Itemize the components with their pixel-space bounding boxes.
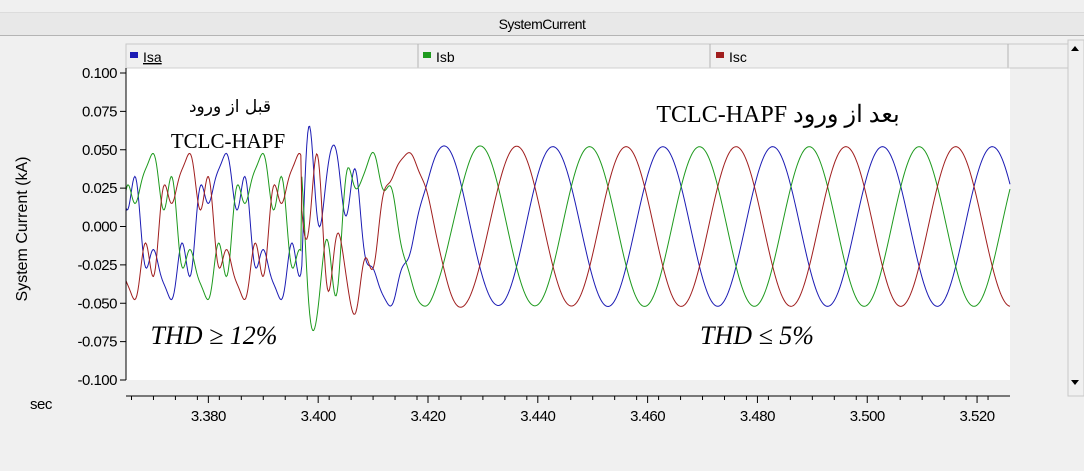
annotation-after: بعد از ورود TCLC-HAPF: [656, 102, 899, 128]
x-tick-label: 3.440: [520, 408, 555, 425]
legend-label-isb: Isb: [436, 49, 455, 65]
y-tick-label: -0.100: [77, 372, 117, 389]
scroll-down-icon[interactable]: [1071, 380, 1079, 385]
x-tick-label: 3.520: [960, 408, 995, 425]
y-tick-label: 0.025: [82, 180, 117, 197]
legend-label-isa: Isa: [143, 49, 162, 65]
x-tick-label: 3.500: [850, 408, 885, 425]
x-axis-label: sec: [30, 396, 53, 413]
series-layer: [125, 125, 1011, 332]
series-line-isa: [125, 125, 1011, 307]
scroll-up-icon[interactable]: [1071, 46, 1079, 51]
x-ticks: 3.380 3.400 3.420 3.440 3.460 3.480 3.500 3.520: [130, 396, 995, 425]
annotation-before-farsi: قبل از ورود: [189, 97, 271, 117]
x-tick-label: 3.460: [630, 408, 665, 425]
legend-bar: Isa Isb Isc: [125, 43, 1073, 69]
x-tick-label: 3.400: [301, 408, 336, 425]
y-tick-label: 0.050: [82, 142, 117, 159]
legend-label-isc: Isc: [729, 49, 747, 65]
series-line-isb: [125, 145, 1011, 332]
annotation-thd-before: THD ≥ 12%: [151, 321, 278, 350]
y-axis-label: System Current (kA): [14, 157, 31, 302]
legend-item-isa[interactable]: Isa: [130, 49, 162, 65]
legend-item-isb[interactable]: Isb: [423, 49, 455, 65]
y-tick-label: 0.075: [82, 103, 117, 120]
window-title: SystemCurrent: [0, 12, 1084, 36]
x-tick-label: 3.480: [740, 408, 775, 425]
annotation-before-device: TCLC-HAPF: [171, 129, 285, 153]
x-tick-label: 3.420: [410, 408, 445, 425]
series-line-isc: [125, 145, 1011, 315]
y-tick-label: 0.000: [82, 219, 117, 236]
y-ticks: 0.100 0.075 0.050 0.025 0.000 -0.025 -0.050 -0.…: [77, 65, 126, 389]
plot-area: [126, 68, 1010, 380]
y-tick-label: -0.025: [77, 257, 117, 274]
y-tick-label: -0.050: [77, 295, 117, 312]
y-tick-label: -0.075: [77, 334, 117, 351]
vertical-scrollbar[interactable]: [1067, 39, 1084, 397]
annotation-thd-after: THD ≤ 5%: [700, 321, 814, 350]
y-tick-label: 0.100: [82, 65, 117, 82]
x-tick-label: 3.380: [191, 408, 226, 425]
legend-item-isc[interactable]: Isc: [716, 49, 747, 65]
